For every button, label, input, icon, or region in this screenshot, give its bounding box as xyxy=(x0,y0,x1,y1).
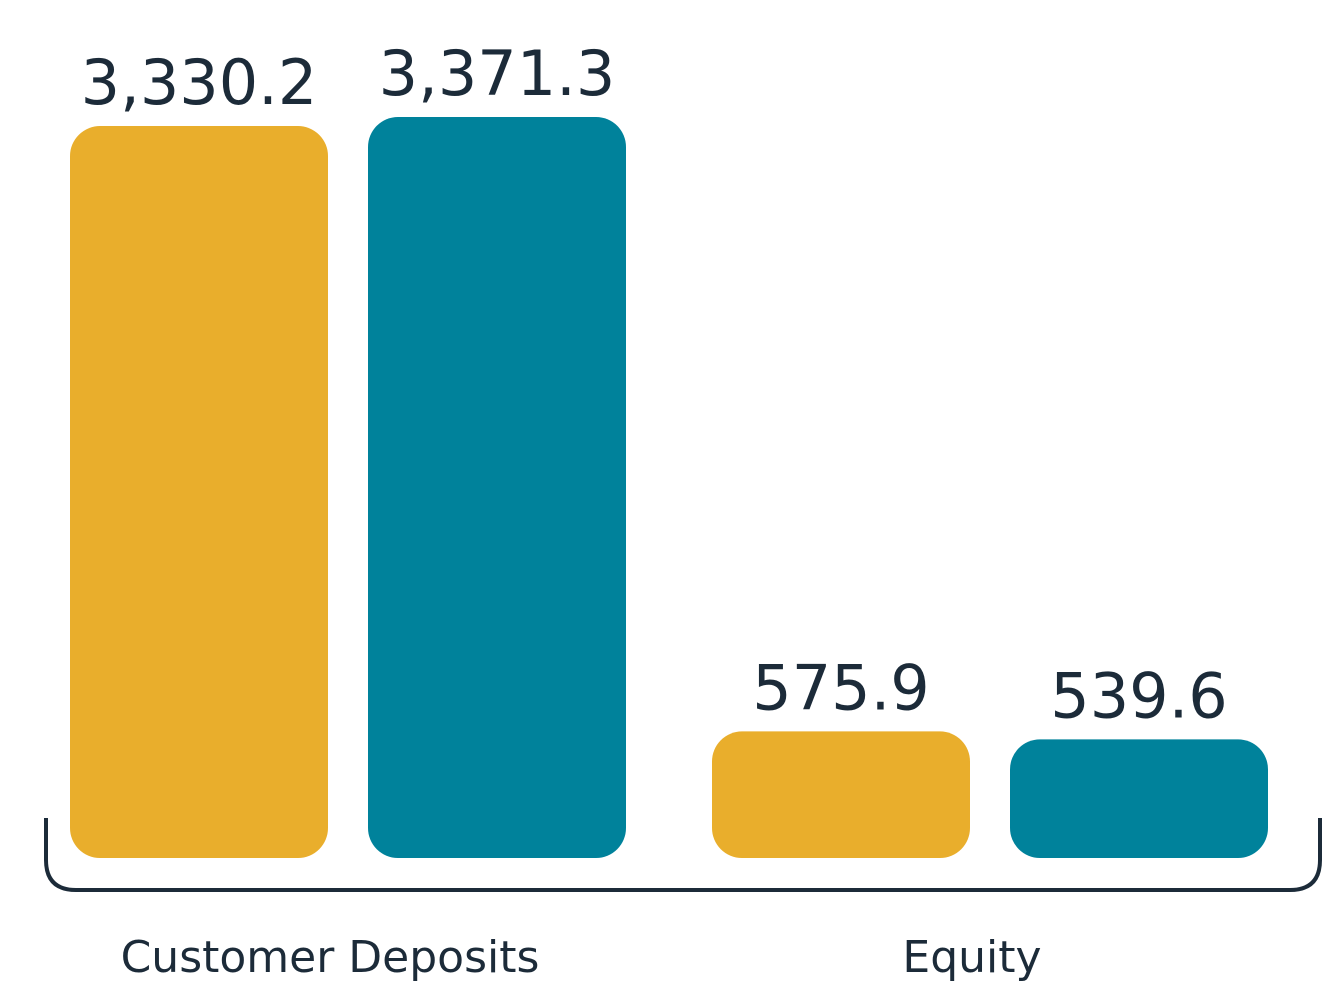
category-label: Equity xyxy=(902,932,1041,983)
value-label: 3,371.3 xyxy=(379,37,616,110)
value-label: 539.6 xyxy=(1050,659,1228,732)
category-label: Customer Deposits xyxy=(121,932,540,983)
value-label: 575.9 xyxy=(752,651,930,724)
bar xyxy=(368,117,626,858)
bar xyxy=(712,731,970,858)
bar xyxy=(1010,739,1268,858)
bar xyxy=(70,126,328,859)
value-label: 3,330.2 xyxy=(81,46,318,119)
group-bracket xyxy=(44,818,1322,892)
